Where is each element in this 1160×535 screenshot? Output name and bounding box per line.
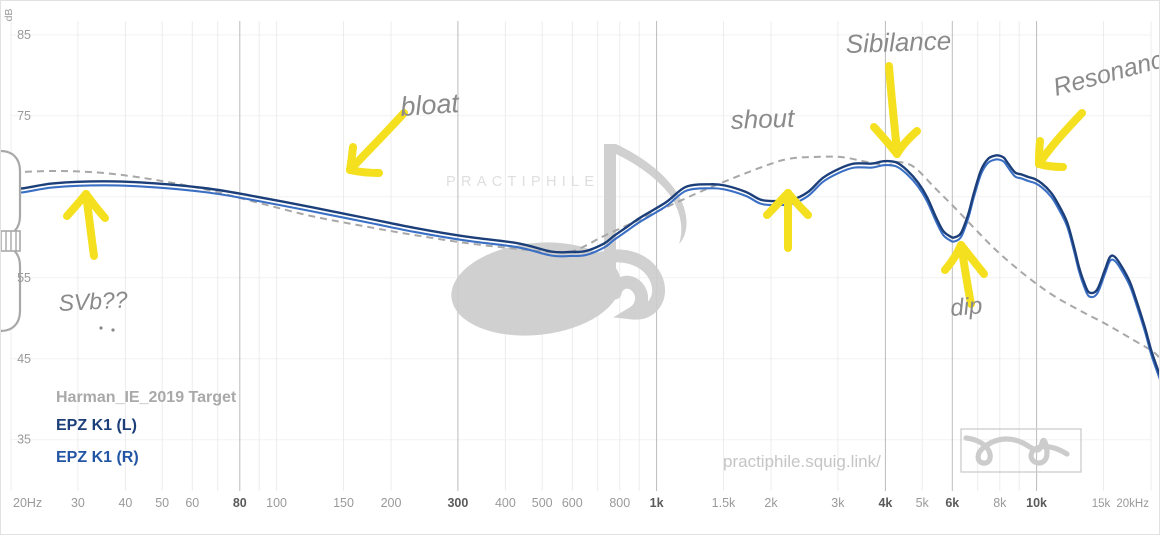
svg-text:85: 85	[17, 28, 31, 42]
svg-text:45: 45	[17, 352, 31, 366]
svg-text:Resonance: Resonance	[1050, 42, 1160, 102]
svg-text:400: 400	[495, 496, 516, 510]
svg-text:15k: 15k	[1092, 498, 1111, 510]
svg-text:600: 600	[562, 496, 583, 510]
svg-text:800: 800	[609, 496, 630, 510]
svg-text:bloat: bloat	[399, 88, 461, 122]
svg-text:55: 55	[17, 271, 31, 285]
svg-text:3k: 3k	[831, 496, 845, 510]
svg-text:40: 40	[118, 496, 132, 510]
svg-text:30: 30	[71, 496, 85, 510]
svg-text:100: 100	[266, 496, 287, 510]
svg-text:75: 75	[17, 109, 31, 123]
svg-text:8k: 8k	[993, 496, 1007, 510]
svg-text:10k: 10k	[1026, 496, 1047, 510]
svg-text:dB: dB	[3, 9, 15, 22]
svg-text:80: 80	[233, 496, 247, 510]
svg-text:300: 300	[447, 496, 468, 510]
svg-text:4k: 4k	[878, 496, 892, 510]
svg-text:Sibilance: Sibilance	[845, 25, 951, 59]
svg-text:dip: dip	[949, 292, 983, 322]
svg-text:SVb??: SVb??	[58, 286, 129, 316]
svg-text:5k: 5k	[916, 496, 930, 510]
svg-text:150: 150	[333, 496, 354, 510]
svg-text:PRACTIPHILE: PRACTIPHILE	[446, 174, 599, 190]
svg-text:60: 60	[185, 496, 199, 510]
svg-text:shout: shout	[730, 103, 796, 135]
svg-text:1k: 1k	[650, 496, 664, 510]
svg-text:200: 200	[381, 496, 402, 510]
svg-text:1.5k: 1.5k	[712, 496, 736, 510]
svg-text:500: 500	[532, 496, 553, 510]
svg-text:6k: 6k	[945, 496, 959, 510]
svg-text:2k: 2k	[764, 496, 778, 510]
svg-text:50: 50	[155, 496, 169, 510]
svg-text:practiphile.squig.link/: practiphile.squig.link/	[723, 452, 881, 471]
svg-text:35: 35	[17, 433, 31, 447]
svg-text:20Hz: 20Hz	[13, 496, 42, 510]
svg-text:20kHz: 20kHz	[1116, 498, 1149, 510]
